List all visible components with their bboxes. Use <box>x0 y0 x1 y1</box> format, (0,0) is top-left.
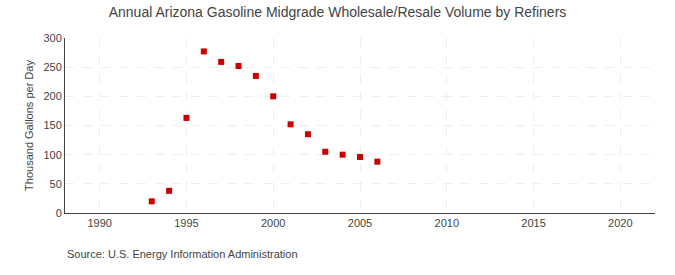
svg-text:2015: 2015 <box>521 217 545 229</box>
svg-text:150: 150 <box>43 119 61 131</box>
svg-text:2010: 2010 <box>435 217 459 229</box>
svg-text:Annual Arizona Gasoline Midgra: Annual Arizona Gasoline Midgrade Wholesa… <box>109 4 567 20</box>
svg-text:100: 100 <box>43 149 61 161</box>
svg-text:300: 300 <box>43 32 61 44</box>
svg-text:2005: 2005 <box>348 217 372 229</box>
svg-text:250: 250 <box>43 61 61 73</box>
svg-text:Source: U.S. Energy Informatio: Source: U.S. Energy Information Administ… <box>67 248 298 260</box>
svg-text:Thousand Gallons per Day: Thousand Gallons per Day <box>23 60 35 191</box>
svg-text:0: 0 <box>56 207 62 219</box>
svg-text:50: 50 <box>50 178 62 190</box>
svg-text:200: 200 <box>43 90 61 102</box>
svg-text:2020: 2020 <box>608 217 632 229</box>
svg-text:1995: 1995 <box>174 217 198 229</box>
svg-text:1990: 1990 <box>87 217 111 229</box>
svg-text:2000: 2000 <box>261 217 285 229</box>
